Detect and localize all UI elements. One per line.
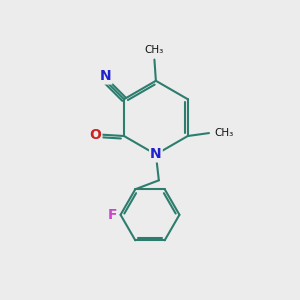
Text: F: F bbox=[108, 208, 117, 222]
Text: CH₃: CH₃ bbox=[214, 128, 233, 138]
Text: N: N bbox=[150, 147, 162, 161]
Text: N: N bbox=[100, 70, 112, 83]
Text: O: O bbox=[89, 128, 101, 142]
Text: CH₃: CH₃ bbox=[145, 45, 164, 55]
